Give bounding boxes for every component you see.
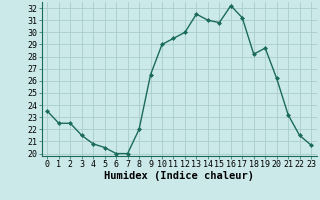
X-axis label: Humidex (Indice chaleur): Humidex (Indice chaleur) — [104, 171, 254, 181]
